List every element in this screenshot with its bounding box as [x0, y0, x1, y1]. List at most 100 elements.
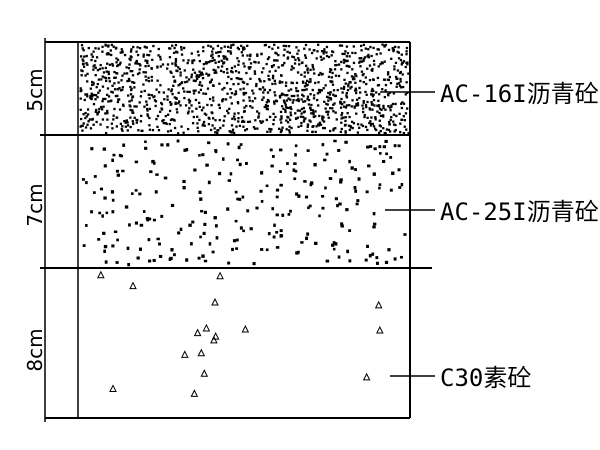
texture-mark — [342, 116, 345, 119]
texture-mark — [270, 65, 274, 69]
texture-mark — [238, 162, 242, 167]
texture-mark — [211, 59, 214, 62]
texture-mark — [183, 90, 186, 93]
texture-mark — [266, 104, 270, 108]
texture-mark — [366, 128, 369, 132]
texture-mark — [365, 105, 368, 109]
texture-mark — [191, 59, 194, 62]
texture-mark — [373, 147, 377, 151]
texture-mark — [378, 111, 381, 115]
texture-mark — [336, 88, 339, 92]
texture-mark — [221, 88, 224, 91]
texture-mark — [318, 122, 321, 125]
texture-mark — [128, 223, 131, 227]
texture-mark — [121, 88, 124, 92]
texture-mark — [344, 82, 347, 85]
texture-mark — [119, 122, 123, 125]
texture-mark — [104, 76, 108, 80]
texture-mark — [362, 101, 365, 104]
texture-mark — [269, 130, 272, 133]
texture-mark — [171, 62, 174, 65]
texture-mark — [322, 120, 326, 123]
texture-mark — [117, 98, 121, 101]
texture-mark — [358, 126, 361, 129]
texture-mark — [329, 106, 332, 110]
texture-mark — [340, 111, 344, 115]
texture-mark — [306, 149, 310, 152]
texture-mark — [397, 46, 400, 49]
texture-mark — [125, 119, 128, 122]
texture-mark — [168, 109, 172, 113]
texture-mark — [188, 223, 192, 227]
texture-mark — [203, 222, 207, 226]
texture-mark — [302, 100, 305, 103]
texture-mark — [79, 87, 82, 90]
texture-mark — [382, 104, 385, 108]
texture-mark — [156, 65, 159, 68]
texture-mark — [150, 75, 153, 79]
texture-mark — [169, 129, 173, 132]
texture-mark — [304, 43, 308, 47]
texture-mark — [168, 101, 172, 104]
texture-mark — [393, 65, 396, 68]
texture-mark — [147, 79, 151, 83]
texture-mark — [289, 106, 292, 109]
texture-mark — [168, 122, 171, 126]
texture-mark — [358, 61, 361, 64]
texture-mark — [393, 257, 397, 261]
texture-mark — [373, 104, 376, 107]
texture-mark — [400, 255, 404, 259]
texture-mark — [235, 247, 239, 250]
texture-mark — [324, 186, 327, 190]
texture-mark — [107, 70, 110, 74]
texture-mark — [297, 304, 301, 308]
texture-mark — [347, 85, 350, 88]
texture-mark — [133, 116, 136, 119]
texture-mark — [103, 164, 107, 168]
texture-mark — [101, 45, 104, 49]
texture-mark — [179, 274, 183, 278]
texture-mark — [124, 205, 129, 209]
texture-mark — [237, 63, 240, 66]
texture-mark — [115, 261, 119, 264]
texture-mark — [284, 103, 287, 106]
texture-mark — [313, 94, 316, 97]
texture-mark — [140, 90, 143, 93]
texture-mark — [129, 85, 132, 89]
texture-mark — [288, 131, 291, 134]
texture-mark — [327, 96, 330, 99]
texture-mark — [164, 114, 167, 118]
texture-mark — [288, 118, 292, 121]
texture-mark — [85, 115, 88, 118]
texture-mark — [149, 170, 153, 174]
texture-mark — [233, 131, 236, 135]
texture-mark — [323, 100, 326, 104]
texture-mark — [234, 69, 238, 73]
texture-mark — [262, 96, 265, 99]
texture-mark — [306, 232, 310, 236]
texture-mark — [160, 214, 164, 218]
texture-mark — [105, 93, 109, 97]
texture-mark — [214, 150, 218, 154]
texture-mark — [313, 162, 317, 167]
texture-mark — [214, 61, 217, 64]
texture-mark — [397, 82, 401, 85]
texture-mark — [378, 145, 382, 149]
texture-mark — [166, 95, 169, 98]
texture-mark — [364, 125, 368, 129]
texture-mark — [282, 44, 285, 48]
texture-mark — [249, 105, 252, 108]
texture-mark — [355, 98, 359, 101]
texture-mark — [352, 61, 356, 65]
texture-mark — [197, 54, 200, 57]
texture-mark — [391, 48, 395, 51]
texture-mark — [194, 79, 197, 83]
texture-mark — [317, 104, 320, 107]
texture-mark — [110, 43, 114, 47]
texture-mark — [112, 114, 115, 117]
texture-mark — [202, 120, 206, 124]
texture-mark — [309, 108, 313, 112]
texture-mark — [201, 254, 205, 258]
texture-mark — [146, 53, 149, 57]
texture-mark — [92, 102, 96, 106]
